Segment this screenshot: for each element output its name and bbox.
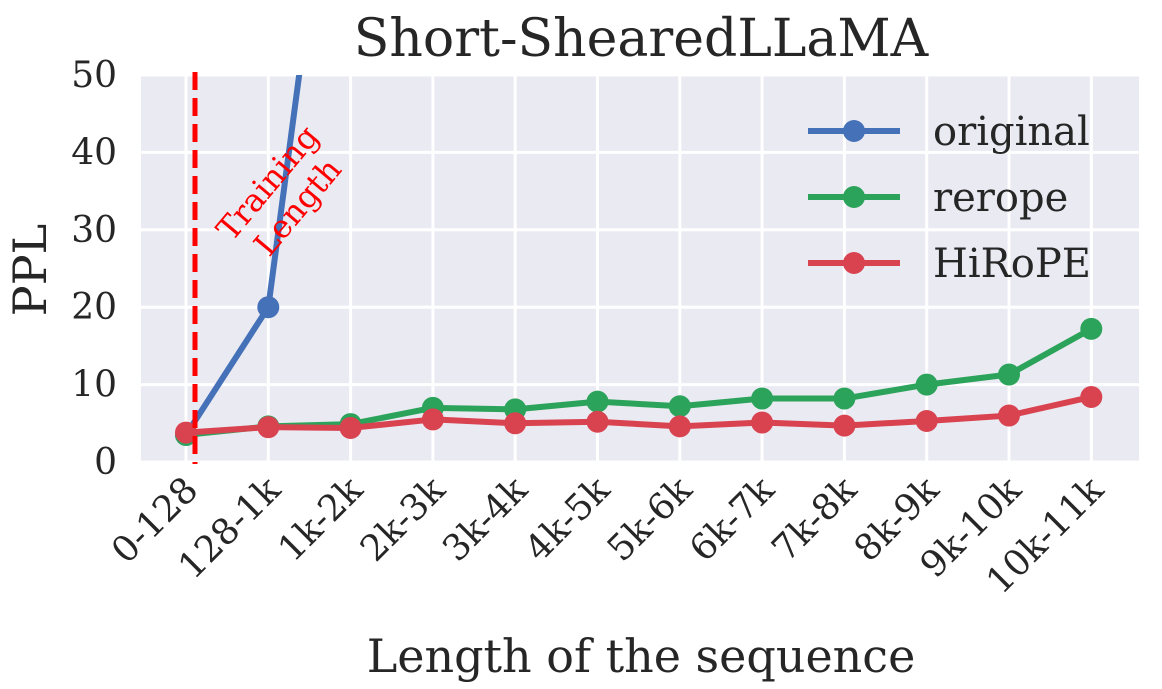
data-point-HiRoPE-0-128 [175,421,197,444]
data-point-rerope-4k-5k [586,390,609,413]
legend-label: HiRoPE [933,241,1091,287]
data-point-HiRoPE-8k-9k [915,409,938,432]
legend-label: rerope [933,175,1068,221]
y-tick-labels: 0 10 20 30 40 50 [71,55,117,483]
data-point-HiRoPE-5k-6k [668,415,691,438]
x-tick-label: 2k-3k [353,469,454,570]
y-tick-label: 50 [71,55,117,96]
y-tick-label: 10 [71,365,117,406]
data-point-HiRoPE-6k-7k [751,411,774,434]
data-point-HiRoPE-7k-8k [833,414,856,437]
data-point-rerope-7k-8k [833,387,856,410]
legend: original rerope HiRoPE [808,109,1091,287]
x-tick-label: 7k-8k [764,469,865,570]
data-point-original-128-1k [257,296,280,319]
data-point-rerope-5k-6k [668,395,691,418]
series-HiRoPE [175,385,1103,444]
legend-marker [843,252,865,274]
legend-item-original: original [808,109,1090,155]
data-point-rerope-9k-10k [998,363,1020,386]
x-axis-label: Length of the sequence [367,629,916,683]
y-tick-label: 0 [94,442,117,483]
series-line-HiRoPE [185,394,1092,436]
legend-marker [843,120,865,142]
legend-item-HiRoPE: HiRoPE [808,241,1091,287]
x-tick-label: 4k-5k [517,469,618,570]
data-point-HiRoPE-128-1k [257,416,280,439]
data-point-HiRoPE-9k-10k [998,404,1020,427]
plot-background [141,75,1139,462]
series-line-rerope [185,326,1093,438]
y-tick-label: 20 [71,287,117,328]
legend-label: original [933,109,1090,155]
legend-item-rerope: rerope [808,175,1068,221]
data-point-rerope-6k-7k [751,387,774,410]
y-axis-label: PPL [3,224,57,316]
data-point-HiRoPE-3k-4k [504,412,527,435]
x-tick-label: 5k-6k [600,469,701,570]
chart-title: Short-ShearedLLaMA [354,9,930,69]
legend-marker [843,186,865,208]
x-tick-label: 3k-4k [435,469,536,570]
x-tick-label: 6k-7k [682,469,783,570]
data-point-HiRoPE-10k-11k [1080,385,1103,408]
data-point-HiRoPE-4k-5k [586,410,609,433]
grid-lines [141,73,1139,464]
y-tick-label: 30 [71,210,117,251]
x-tick-labels: 0-128128-1k1k-2k2k-3k3k-4k4k-5k5k-6k6k-7… [104,469,1113,603]
data-point-rerope-8k-9k [915,373,938,396]
data-point-HiRoPE-2k-3k [421,408,444,431]
series-lines [175,75,1103,446]
data-point-rerope-10k-11k [1080,317,1103,340]
x-tick-label: 1k-2k [271,469,372,570]
data-point-HiRoPE-1k-2k [339,416,362,439]
y-tick-label: 40 [71,132,117,173]
